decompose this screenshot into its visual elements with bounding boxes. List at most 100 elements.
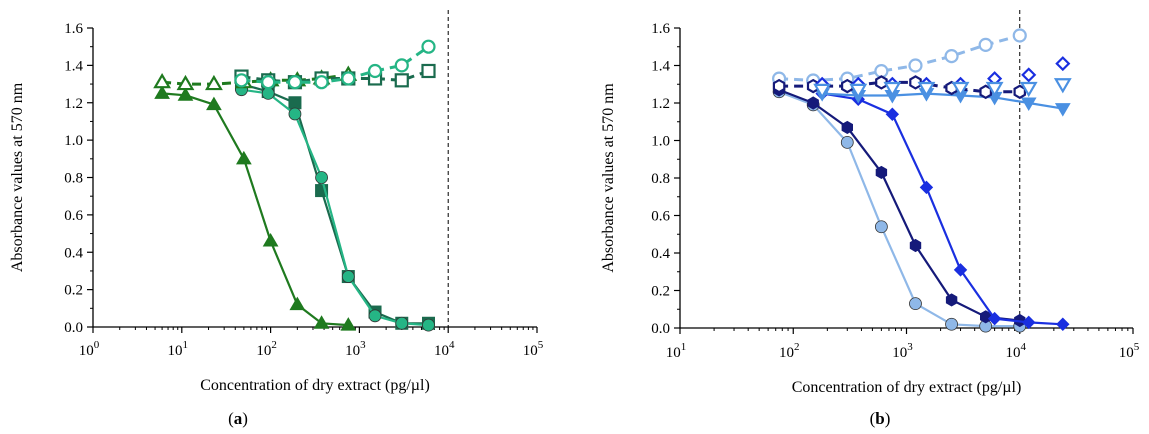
data-point — [341, 71, 356, 86]
y-tick-label: 0.6 — [651, 209, 670, 225]
y-tick-label: 0.2 — [64, 283, 83, 299]
data-point — [944, 49, 959, 64]
data-point — [945, 317, 958, 331]
y-axis-label: Absorbance values at 570 nm — [600, 83, 617, 273]
data-point — [909, 75, 922, 90]
data-point — [153, 73, 172, 89]
x-tick-label: 100 — [79, 339, 100, 359]
series-line — [241, 83, 429, 325]
data-point — [313, 315, 330, 329]
data-point — [177, 87, 194, 101]
data-point — [987, 311, 1002, 326]
series-diamond-filled — [815, 86, 1070, 331]
data-point — [919, 180, 934, 195]
data-point — [340, 317, 357, 331]
y-tick-label: 0.8 — [651, 171, 670, 187]
data-point — [262, 233, 279, 247]
data-point — [951, 81, 970, 98]
y-tick-label: 0.4 — [64, 245, 83, 261]
x-tick-label: 104 — [1006, 341, 1027, 361]
x-tick-label: 102 — [256, 339, 277, 359]
data-point — [841, 120, 853, 134]
data-point — [234, 73, 249, 88]
x-tick-label: 103 — [892, 341, 913, 361]
series-line — [822, 92, 1063, 110]
data-point — [772, 78, 786, 94]
x-tick-label: 104 — [434, 339, 455, 359]
data-point — [1012, 28, 1027, 43]
data-point — [1055, 56, 1071, 72]
data-point — [206, 96, 222, 111]
data-point — [917, 81, 936, 98]
x-axis-label: Concentration of dry extract (pg/µl) — [792, 379, 1022, 396]
y-tick-label: 1.4 — [64, 58, 83, 74]
data-point — [421, 39, 436, 54]
y-tick-label: 0.4 — [651, 246, 670, 262]
series-line — [778, 88, 1020, 322]
data-point — [1056, 317, 1070, 331]
data-point — [1019, 81, 1038, 98]
data-point — [368, 309, 382, 323]
x-axis-label: Concentration of dry extract (pg/µl) — [200, 377, 430, 394]
data-point — [288, 107, 302, 121]
data-point — [909, 297, 922, 311]
x-tick-label: 103 — [345, 339, 366, 359]
data-point — [813, 83, 832, 100]
data-point — [807, 96, 819, 110]
y-tick-label: 1.4 — [651, 59, 670, 75]
data-point — [875, 165, 888, 179]
x-tick-label: 101 — [168, 339, 189, 359]
panel-label-b: (b) — [870, 409, 891, 428]
y-tick-label: 0.6 — [64, 208, 83, 224]
y-axis-label: Absorbance values at 570 nm — [9, 82, 26, 272]
data-point — [176, 74, 195, 91]
series-line — [779, 34, 1021, 82]
data-point — [421, 63, 436, 79]
series-square-filled — [234, 77, 435, 330]
y-tick-label: 0.0 — [64, 320, 83, 336]
data-point — [154, 85, 170, 99]
data-point — [1020, 97, 1037, 111]
series-triangle-down-open — [813, 78, 1072, 100]
y-tick-label: 1.2 — [64, 96, 83, 112]
data-point — [978, 37, 993, 52]
data-point — [1021, 67, 1037, 83]
data-point — [314, 75, 329, 90]
data-point — [235, 150, 252, 165]
data-point — [840, 135, 854, 149]
data-point — [883, 81, 902, 98]
axes: 0.0 0.2 0.4 0.6 0.8 1.0 1.2 1.4 1.6 100 101 102 103 1… — [64, 21, 544, 359]
data-point — [289, 296, 306, 311]
data-point — [205, 74, 223, 91]
data-point — [341, 270, 355, 283]
data-point — [874, 220, 888, 234]
y-tick-label: 1.2 — [651, 96, 670, 112]
data-point — [985, 81, 1004, 98]
data-point — [908, 58, 923, 73]
panel-label-a: (a) — [228, 409, 248, 428]
series-line — [822, 92, 1063, 326]
data-point — [1022, 315, 1036, 330]
data-point — [261, 75, 276, 90]
data-point — [1053, 78, 1072, 94]
data-point — [909, 238, 922, 253]
series-triangle-down-filled — [814, 88, 1071, 117]
data-point — [287, 75, 303, 90]
data-point — [422, 318, 435, 332]
data-point — [395, 316, 409, 330]
y-tick-label: 1.0 — [651, 134, 670, 150]
data-point — [1054, 103, 1071, 117]
chart-panel-a: 0.0 0.2 0.4 0.6 0.8 1.0 1.2 1.4 1.6 100 101 102 103 1… — [9, 10, 544, 394]
axes: 0.0 0.2 0.4 0.6 0.8 1.0 1.2 1.4 1.6 101 102 103 104 1… — [651, 21, 1140, 361]
y-tick-label: 0.2 — [651, 284, 670, 300]
x-tick-label: 105 — [1119, 341, 1140, 361]
series-hexagon-filled — [773, 83, 1026, 328]
y-tick-label: 1.6 — [651, 21, 670, 37]
data-point — [849, 83, 868, 100]
data-point — [875, 75, 888, 90]
x-tick-label: 101 — [666, 341, 687, 361]
series-line — [162, 92, 349, 327]
data-point — [945, 293, 958, 307]
data-point — [315, 171, 328, 184]
